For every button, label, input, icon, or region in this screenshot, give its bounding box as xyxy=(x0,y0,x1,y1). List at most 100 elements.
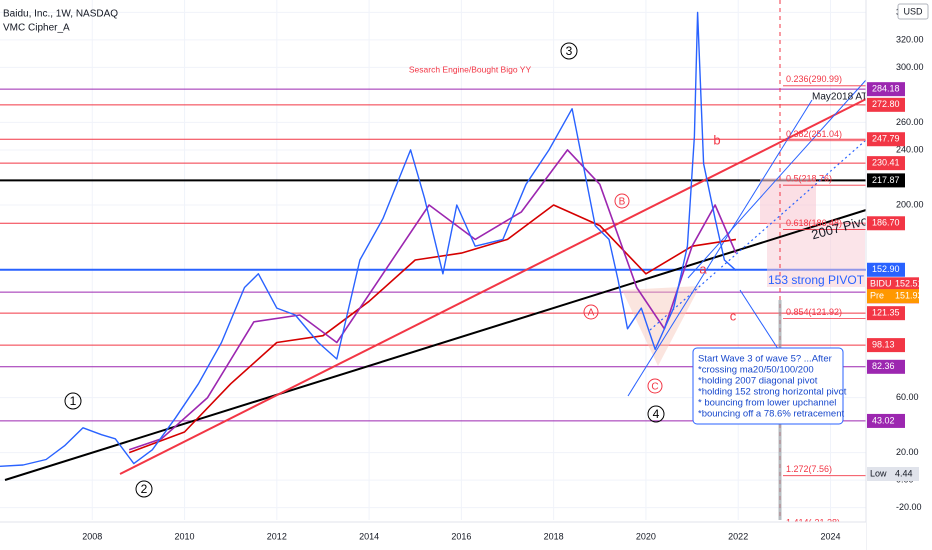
moving-average xyxy=(128,149,737,451)
level-badge xyxy=(867,173,905,188)
level-label: 284.18 xyxy=(872,84,900,94)
wave-circle xyxy=(614,193,630,209)
fib-label: 0.382(251.04) xyxy=(786,129,842,139)
level-label: 217.87 xyxy=(872,175,900,185)
wave-circle xyxy=(583,304,599,320)
channel-line xyxy=(687,79,867,279)
trendline-2007 xyxy=(4,209,867,481)
note-frame xyxy=(692,347,844,425)
x-tick-label: 2010 xyxy=(175,531,195,541)
y-tick-label: 240.00 xyxy=(896,144,924,154)
note-line: * bouncing from lower upchannel xyxy=(698,398,836,409)
currency[interactable]: USD xyxy=(903,6,923,16)
note-line: *holding 2007 diagonal pivot xyxy=(698,376,818,387)
annotation: May2018 ATH - 285 xyxy=(812,92,901,103)
x-tick-label: 2008 xyxy=(82,531,102,541)
y-tick-label: -20.00 xyxy=(896,502,922,512)
note-line: *holding 152 strong horizontal pivot xyxy=(698,387,847,398)
note-line: Start Wave 3 of wave 5? ...After xyxy=(698,354,832,365)
fib-label: 0.854(121.92) xyxy=(786,307,842,317)
level-badge xyxy=(867,82,905,97)
wave-label: b xyxy=(713,132,720,147)
wave-label: a xyxy=(699,261,707,276)
series xyxy=(0,11,737,467)
level-label: 272.80 xyxy=(872,99,900,109)
fib-label: 1.272(7.56) xyxy=(786,464,832,474)
y-tick-label: 200.00 xyxy=(896,199,924,209)
low-name: Low xyxy=(870,468,887,478)
indicator-name: VMC Cipher_A xyxy=(3,23,70,34)
low-badge xyxy=(867,466,919,481)
wave-circle xyxy=(135,480,153,498)
trendline-red xyxy=(119,86,891,475)
note-line: *crossing ma20/50/100/200 xyxy=(698,365,814,376)
last-value: 152.51 xyxy=(895,279,923,289)
wave-labels: 1 2 3 4 B A C a b c xyxy=(64,42,737,498)
note-line: *bouncing off a 78.6% retracement xyxy=(698,409,844,420)
y-tick-label: 300.00 xyxy=(896,62,924,72)
y-tick-label: 60.00 xyxy=(896,392,919,402)
channel-line xyxy=(627,99,813,397)
level-label: 247.79 xyxy=(872,134,900,144)
x-tick-label: 2020 xyxy=(636,531,656,541)
annotation: 153 strong PIVOT xyxy=(768,273,865,287)
grid xyxy=(0,0,866,520)
fib-label: 0.236(290.99) xyxy=(786,74,842,84)
wave-circle xyxy=(64,392,82,410)
wave-label: 1 xyxy=(70,394,77,408)
x-tick-label: 2014 xyxy=(359,531,379,541)
y-tick-label: 260.00 xyxy=(896,117,924,127)
wave-label: 4 xyxy=(653,407,660,421)
note-box: Start Wave 3 of wave 5? ...After *crossi… xyxy=(692,347,847,425)
wave-circle xyxy=(560,42,578,60)
level-label: 186.70 xyxy=(872,218,900,228)
last-name: BIDU xyxy=(870,279,892,289)
level-badge xyxy=(867,262,905,277)
price-line xyxy=(0,11,737,467)
level-label: 152.90 xyxy=(872,264,900,274)
y-tick-label: 320.00 xyxy=(896,34,924,44)
wave-label: 3 xyxy=(566,44,573,58)
premarket-badge xyxy=(867,289,919,304)
annotation: Sesarch Engine/Bought Bigo YY xyxy=(409,64,532,74)
premarket-name: Pre xyxy=(870,290,884,300)
x-tick-label: 2024 xyxy=(820,531,840,541)
x-tick-label: 2016 xyxy=(451,531,471,541)
wave-label: c xyxy=(730,308,737,323)
wave-label: A xyxy=(588,308,595,319)
level-badge xyxy=(867,156,905,171)
wave-circle xyxy=(647,405,665,423)
level-badge xyxy=(867,413,905,428)
axes: 2008 2010 2012 2014 2016 2018 2020 2022 2024 3 4 0.… xyxy=(82,7,931,542)
wave-label: C xyxy=(651,382,658,393)
chart-title: Baidu, Inc., 1W, NASDAQ xyxy=(3,9,118,20)
level-badge xyxy=(867,338,905,353)
wave-label: 2 xyxy=(141,482,148,496)
target-zone xyxy=(760,178,816,222)
currency-button[interactable] xyxy=(897,3,929,20)
pointer-line xyxy=(739,289,781,353)
x-tick-label: 2018 xyxy=(544,531,564,541)
levels xyxy=(0,88,866,422)
level-label: 43.02 xyxy=(872,415,895,425)
last-badge xyxy=(867,277,919,292)
x-tick-label: 2022 xyxy=(728,531,748,541)
fib-label: 0.618(186.48) xyxy=(786,218,842,228)
level-badge xyxy=(867,132,905,147)
premarket-value: 151.93 xyxy=(895,290,923,300)
level-label: 98.13 xyxy=(872,339,895,349)
wave-zone xyxy=(622,286,700,366)
level-badge xyxy=(867,359,905,374)
level-label: 230.41 xyxy=(872,158,900,168)
time-axis xyxy=(0,522,866,550)
level-badge xyxy=(867,97,905,112)
target-zone xyxy=(767,222,865,287)
level-label: 121.35 xyxy=(872,308,900,318)
level-badge xyxy=(867,306,905,321)
level-label: 82.36 xyxy=(872,361,895,371)
wave-circle xyxy=(647,378,663,394)
y-tick-label: 20.00 xyxy=(896,447,919,457)
x-tick-label: 2012 xyxy=(267,531,287,541)
wave-label: B xyxy=(619,197,626,208)
